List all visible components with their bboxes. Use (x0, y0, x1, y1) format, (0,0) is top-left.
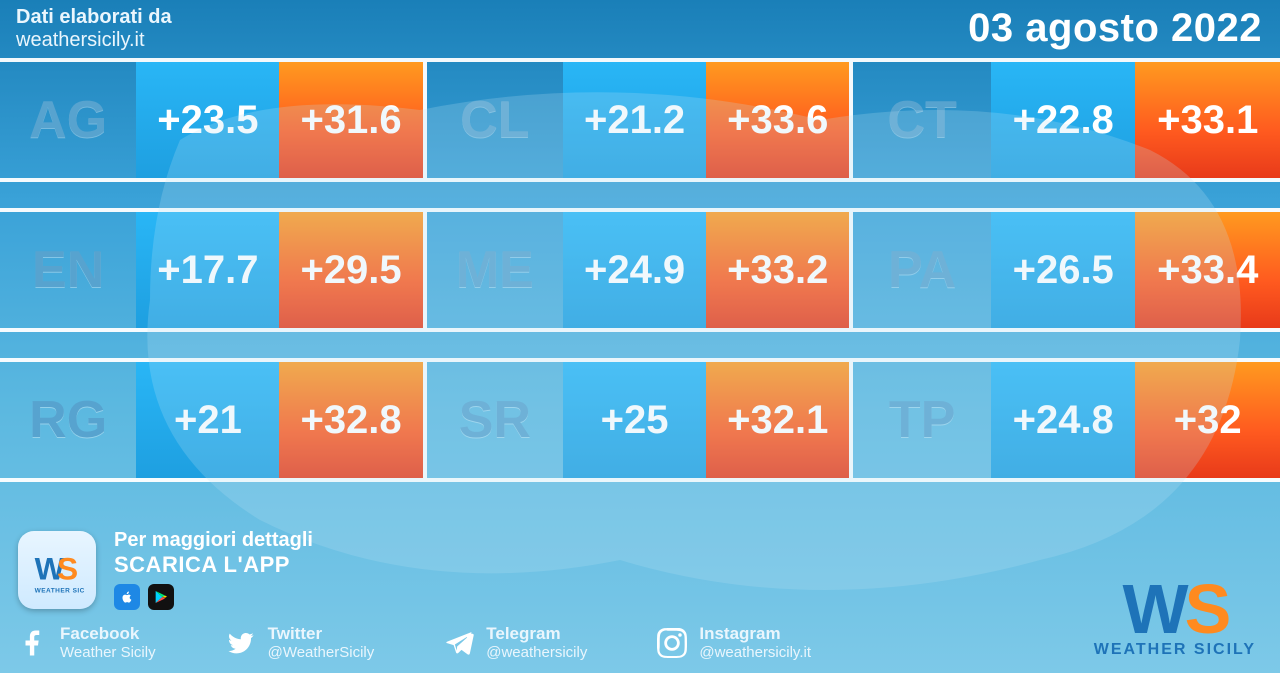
province-code: AG (0, 62, 136, 178)
province-block: SR +25 +32.1 (427, 362, 854, 478)
province-block: EN +17.7 +29.5 (0, 212, 427, 328)
province-block: CL +21.2 +33.6 (427, 62, 854, 178)
brand-name: WEATHER SICILY (1094, 641, 1256, 659)
temp-low: +17.7 (136, 212, 279, 328)
store-badges (114, 584, 313, 610)
province-block: PA +26.5 +33.4 (853, 212, 1280, 328)
promo-line2: SCARICA L'APP (114, 552, 313, 578)
temp-low: +21.2 (563, 62, 706, 178)
temp-low: +25 (563, 362, 706, 478)
social-handle: @weathersicily.it (699, 644, 811, 661)
social-row: Facebook Weather Sicily Twitter @Weather… (18, 624, 1260, 661)
social-handle: @weathersicily (486, 644, 587, 661)
province-code: SR (427, 362, 563, 478)
temperature-grid: AG +23.5 +31.6 CL +21.2 +33.6 CT +22.8 +… (0, 58, 1280, 482)
header: Dati elaborati da weathersicily.it 03 ag… (0, 0, 1280, 54)
temp-low: +23.5 (136, 62, 279, 178)
grid-row: EN +17.7 +29.5 ME +24.9 +33.2 PA +26.5 +… (0, 208, 1280, 332)
twitter-icon (226, 628, 256, 658)
province-code: EN (0, 212, 136, 328)
temp-high: +33.2 (706, 212, 849, 328)
province-code: RG (0, 362, 136, 478)
temp-low: +24.8 (991, 362, 1136, 478)
province-code: CL (427, 62, 563, 178)
svg-text:S: S (57, 550, 78, 586)
province-code: CT (853, 62, 991, 178)
promo-text: Per maggiori dettagli SCARICA L'APP (114, 529, 313, 610)
date: 03 agosto 2022 (968, 6, 1262, 51)
province-code: ME (427, 212, 563, 328)
instagram-link[interactable]: Instagram @weathersicily.it (657, 624, 811, 661)
province-code: TP (853, 362, 991, 478)
temp-high: +29.5 (279, 212, 422, 328)
footer: W S WEATHER SICILY Per maggiori dettagli… (0, 519, 1280, 673)
social-title: Instagram (699, 624, 811, 644)
social-handle: Weather Sicily (60, 644, 156, 661)
temp-low: +22.8 (991, 62, 1136, 178)
grid-row: RG +21 +32.8 SR +25 +32.1 TP +24.8 +32 (0, 358, 1280, 482)
telegram-link[interactable]: Telegram @weathersicily (444, 624, 587, 661)
app-promo: W S WEATHER SICILY Per maggiori dettagli… (18, 529, 1260, 610)
facebook-link[interactable]: Facebook Weather Sicily (18, 624, 156, 661)
facebook-icon (18, 628, 48, 658)
social-title: Twitter (268, 624, 375, 644)
social-title: Facebook (60, 624, 156, 644)
playstore-icon[interactable] (148, 584, 174, 610)
province-block: CT +22.8 +33.1 (853, 62, 1280, 178)
telegram-icon (444, 628, 474, 658)
temp-high: +33.1 (1135, 62, 1280, 178)
ws-logo: WS WEATHER SICILY (1094, 569, 1256, 659)
temp-low: +24.9 (563, 212, 706, 328)
credit-site: weathersicily.it (16, 29, 172, 52)
temp-high: +31.6 (279, 62, 422, 178)
promo-line1: Per maggiori dettagli (114, 529, 313, 552)
ws-app-icon: W S WEATHER SICILY (18, 531, 96, 609)
province-code: PA (853, 212, 991, 328)
temp-low: +26.5 (991, 212, 1136, 328)
province-block: TP +24.8 +32 (853, 362, 1280, 478)
twitter-link[interactable]: Twitter @WeatherSicily (226, 624, 375, 661)
temp-low: +21 (136, 362, 279, 478)
temp-high: +33.6 (706, 62, 849, 178)
temp-high: +33.4 (1135, 212, 1280, 328)
social-title: Telegram (486, 624, 587, 644)
social-handle: @WeatherSicily (268, 644, 375, 661)
temp-high: +32 (1135, 362, 1280, 478)
grid-row: AG +23.5 +31.6 CL +21.2 +33.6 CT +22.8 +… (0, 58, 1280, 182)
temp-high: +32.8 (279, 362, 422, 478)
instagram-icon (657, 628, 687, 658)
temp-high: +32.1 (706, 362, 849, 478)
province-block: AG +23.5 +31.6 (0, 62, 427, 178)
appstore-icon[interactable] (114, 584, 140, 610)
province-block: ME +24.9 +33.2 (427, 212, 854, 328)
province-block: RG +21 +32.8 (0, 362, 427, 478)
svg-text:WEATHER SICILY: WEATHER SICILY (35, 587, 85, 594)
credit-line1: Dati elaborati da (16, 6, 172, 29)
credit: Dati elaborati da weathersicily.it (16, 6, 172, 52)
